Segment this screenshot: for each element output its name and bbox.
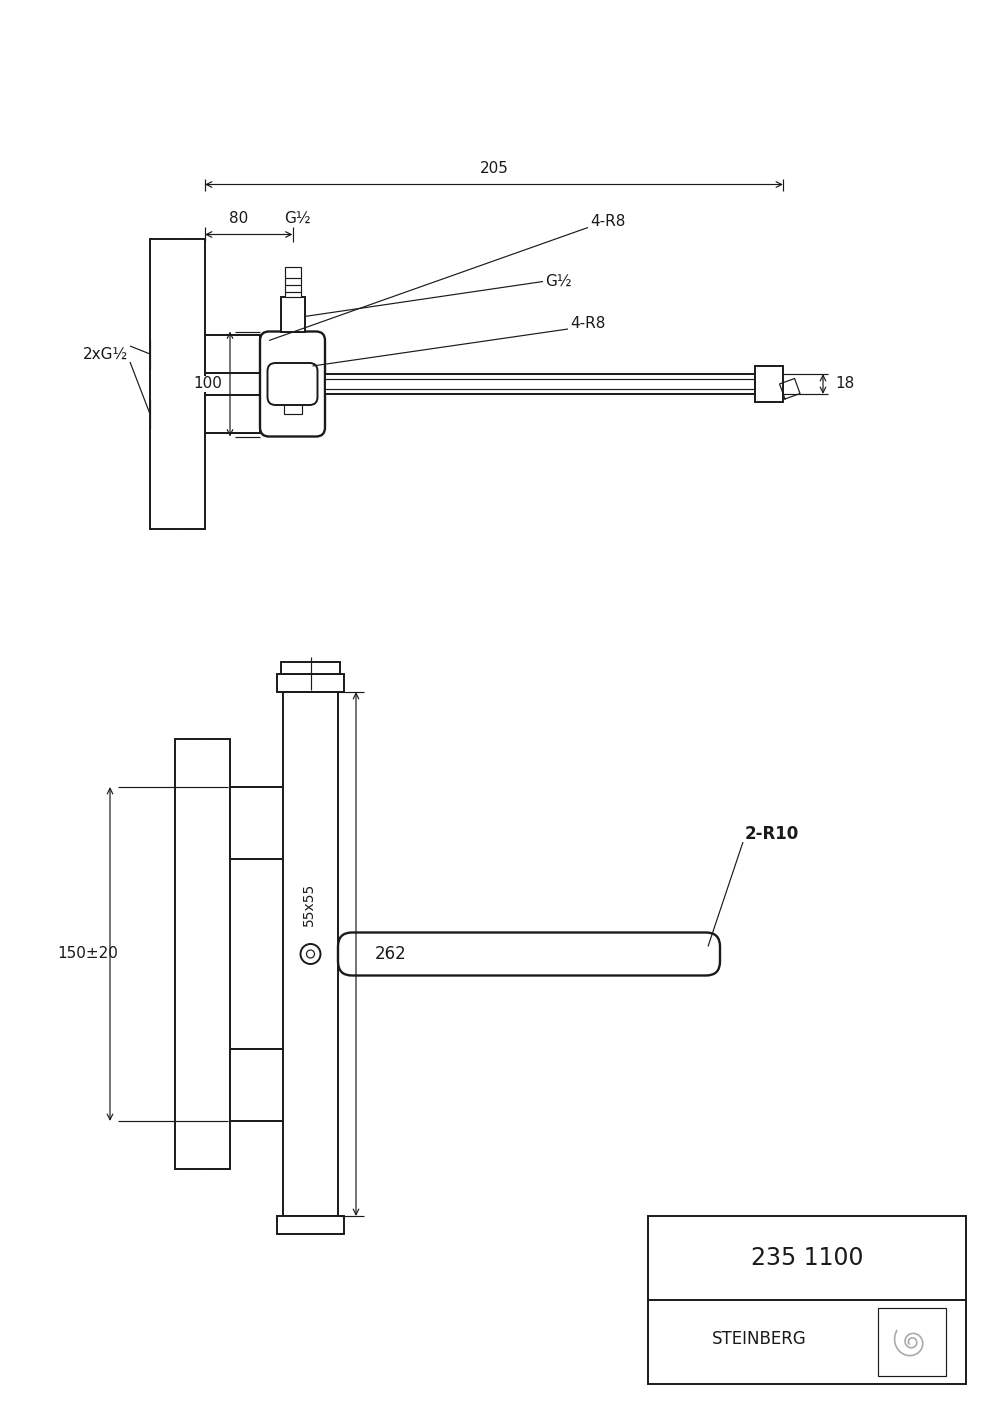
Bar [755, 366, 783, 402]
Bar [230, 788, 288, 858]
Text: 262: 262 [375, 945, 407, 963]
Bar [205, 395, 260, 433]
Bar [878, 1308, 946, 1376]
Text: 4-R8: 4-R8 [590, 214, 625, 229]
Bar [175, 740, 230, 1169]
Bar [240, 1058, 278, 1113]
Text: 80: 80 [229, 211, 248, 226]
Text: G½: G½ [284, 211, 310, 226]
Text: STEINBERG: STEINBERG [712, 1329, 807, 1348]
Bar [648, 1216, 966, 1384]
Text: 205: 205 [480, 161, 508, 175]
FancyBboxPatch shape [260, 331, 325, 437]
Text: 2xG½: 2xG½ [82, 346, 128, 362]
Bar [283, 691, 338, 1216]
Bar [230, 1049, 288, 1121]
Bar [230, 788, 288, 858]
Text: 4-R8: 4-R8 [570, 317, 605, 331]
Bar [150, 239, 205, 529]
Text: 150±20: 150±20 [58, 946, 118, 962]
FancyBboxPatch shape [268, 363, 318, 404]
Bar [205, 335, 260, 373]
Text: 100: 100 [194, 376, 222, 392]
Text: 2-R10: 2-R10 [745, 824, 799, 843]
Text: G½: G½ [545, 274, 572, 288]
FancyBboxPatch shape [278, 370, 308, 397]
Bar [277, 674, 344, 691]
Bar [285, 266, 300, 297]
Bar [240, 795, 278, 851]
Bar [205, 335, 260, 373]
Text: 55x55: 55x55 [302, 882, 316, 926]
Bar [277, 1216, 344, 1234]
Bar [325, 373, 755, 395]
FancyBboxPatch shape [338, 932, 720, 976]
Bar [274, 366, 312, 402]
Bar [280, 297, 304, 331]
Bar [281, 662, 340, 674]
Text: 18: 18 [835, 376, 855, 392]
Text: 235 1100: 235 1100 [751, 1246, 863, 1270]
Bar [284, 402, 302, 413]
Bar [205, 395, 260, 433]
Bar [230, 1049, 288, 1121]
